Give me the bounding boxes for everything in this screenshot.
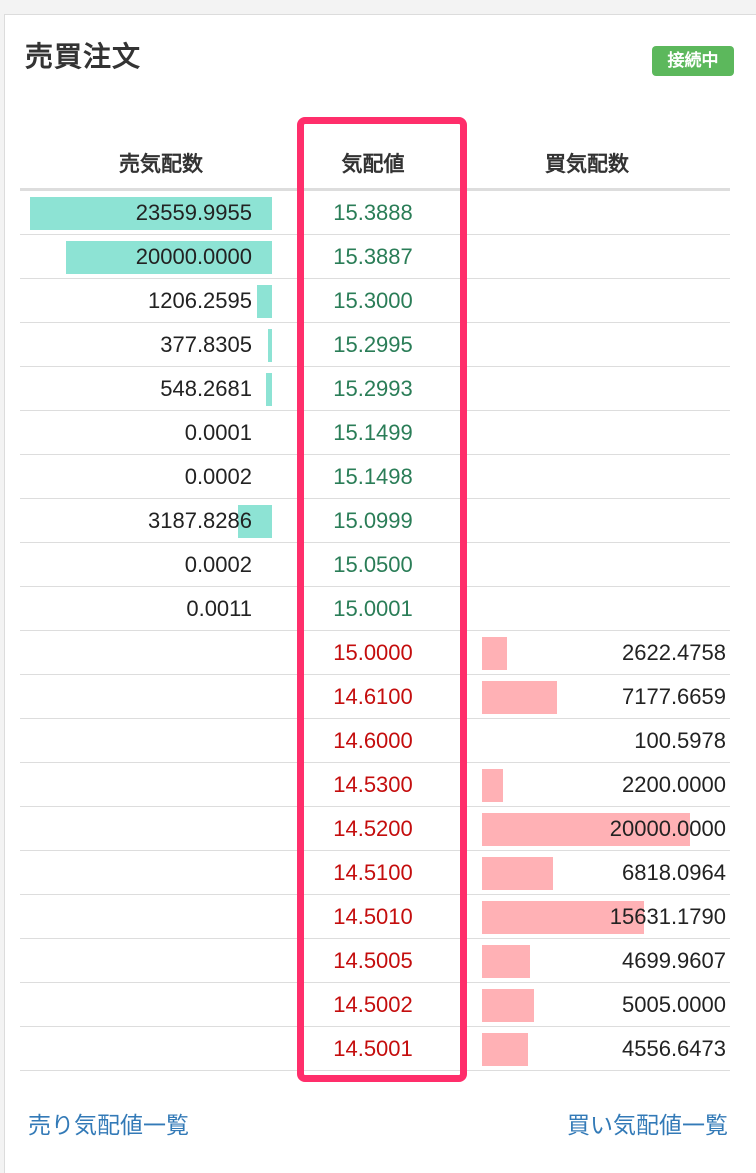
status-badge: 接続中 bbox=[652, 46, 734, 76]
buy-quantity: 2622.4758 bbox=[622, 640, 726, 665]
ask-price[interactable]: 15.3887 bbox=[333, 244, 413, 269]
buy-row: 15.0000 2622.4758 bbox=[20, 631, 730, 675]
buy-quantity: 5005.0000 bbox=[622, 992, 726, 1017]
sell-row: 1206.2595 15.3000 bbox=[20, 279, 730, 323]
ask-price[interactable]: 15.3888 bbox=[333, 200, 413, 225]
buy-quantity: 4699.9607 bbox=[622, 948, 726, 973]
buy-row: 14.5010 15631.1790 bbox=[20, 895, 730, 939]
buy-depth-bar bbox=[482, 945, 530, 978]
buy-row: 14.5200 20000.0000 bbox=[20, 807, 730, 851]
ask-price[interactable]: 15.1499 bbox=[333, 420, 413, 445]
buy-depth-bar bbox=[482, 681, 557, 714]
sell-quantity: 0.0002 bbox=[184, 552, 252, 577]
buy-row: 14.6100 7177.6659 bbox=[20, 675, 730, 719]
buy-depth-bar bbox=[482, 857, 553, 890]
ask-price[interactable]: 15.0999 bbox=[333, 508, 413, 533]
ask-price[interactable]: 15.0500 bbox=[333, 552, 413, 577]
sell-quantity: 548.2681 bbox=[160, 376, 252, 401]
sell-depth-bar bbox=[66, 241, 272, 274]
buy-quantity: 4556.6473 bbox=[622, 1036, 726, 1061]
buy-quantity: 100.5978 bbox=[634, 728, 726, 753]
buy-quantity: 15631.1790 bbox=[609, 904, 726, 929]
sell-depth-bar bbox=[266, 373, 272, 406]
sell-quantity: 3187.8286 bbox=[148, 508, 252, 533]
buy-depth-bar bbox=[482, 637, 507, 670]
buy-depth-bar bbox=[482, 901, 644, 934]
bid-price[interactable]: 15.0000 bbox=[333, 640, 413, 665]
bid-price[interactable]: 14.5200 bbox=[333, 816, 413, 841]
sell-quantity: 1206.2595 bbox=[148, 288, 252, 313]
sell-row: 23559.9955 15.3888 bbox=[20, 191, 730, 235]
buy-quantity: 2200.0000 bbox=[622, 772, 726, 797]
sell-depth-bar bbox=[257, 285, 272, 318]
buy-depth-bar bbox=[482, 989, 534, 1022]
buy-depth-bar bbox=[482, 813, 690, 846]
sell-row: 3187.8286 15.0999 bbox=[20, 499, 730, 543]
bid-price[interactable]: 14.5001 bbox=[333, 1036, 413, 1061]
sell-quantity: 377.8305 bbox=[160, 332, 252, 357]
buy-quantity: 7177.6659 bbox=[622, 684, 726, 709]
ask-price[interactable]: 15.2993 bbox=[333, 376, 413, 401]
sell-depth-bar bbox=[30, 197, 272, 230]
bid-price[interactable]: 14.5010 bbox=[333, 904, 413, 929]
sell-depth-bar bbox=[268, 329, 272, 362]
ask-price[interactable]: 15.2995 bbox=[333, 332, 413, 357]
sell-row: 0.0002 15.0500 bbox=[20, 543, 730, 587]
header-price: 気配値 bbox=[341, 152, 405, 176]
sell-row: 548.2681 15.2993 bbox=[20, 367, 730, 411]
ask-price[interactable]: 15.1498 bbox=[333, 464, 413, 489]
sell-quantity: 0.0011 bbox=[186, 596, 252, 621]
buy-row: 14.5005 4699.9607 bbox=[20, 939, 730, 983]
order-book-table: 売気配数 気配値 買気配数 23559.9955 15.3888 20000.000… bbox=[20, 140, 730, 1071]
sell-quantity: 0.0002 bbox=[184, 464, 252, 489]
sell-quantity: 20000.0000 bbox=[135, 244, 252, 269]
header-sell-qty: 売気配数 bbox=[119, 152, 203, 176]
buy-quantity: 6818.0964 bbox=[622, 860, 726, 885]
ask-price[interactable]: 15.0001 bbox=[333, 596, 413, 621]
bid-price[interactable]: 14.6100 bbox=[333, 684, 413, 709]
sell-quantity: 0.0001 bbox=[184, 420, 252, 445]
ask-price[interactable]: 15.3000 bbox=[333, 288, 413, 313]
bid-price[interactable]: 14.5100 bbox=[333, 860, 413, 885]
bid-price[interactable]: 14.6000 bbox=[333, 728, 413, 753]
buy-depth-bar bbox=[482, 769, 503, 802]
bid-price[interactable]: 14.5300 bbox=[333, 772, 413, 797]
sell-row: 0.0001 15.1499 bbox=[20, 411, 730, 455]
table-header: 売気配数 気配値 買気配数 bbox=[20, 140, 730, 191]
bid-price[interactable]: 14.5005 bbox=[333, 948, 413, 973]
buy-row: 14.5002 5005.0000 bbox=[20, 983, 730, 1027]
buy-quotes-list-link[interactable]: 買い気配値一覧 bbox=[567, 1113, 728, 1139]
buy-row: 14.5001 4556.6473 bbox=[20, 1027, 730, 1071]
sell-row: 20000.0000 15.3887 bbox=[20, 235, 730, 279]
buy-row: 14.6000 100.5978 bbox=[20, 719, 730, 763]
sell-depth-bar bbox=[238, 505, 272, 538]
buy-depth-bar bbox=[482, 1033, 528, 1066]
buy-quantity: 20000.0000 bbox=[609, 816, 726, 841]
sell-row: 377.8305 15.2995 bbox=[20, 323, 730, 367]
sell-quantity: 23559.9955 bbox=[135, 200, 252, 225]
panel-title: 売買注文 bbox=[25, 40, 142, 73]
sell-row: 0.0002 15.1498 bbox=[20, 455, 730, 499]
sell-row: 0.0011 15.0001 bbox=[20, 587, 730, 631]
buy-row: 14.5300 2200.0000 bbox=[20, 763, 730, 807]
bid-price[interactable]: 14.5002 bbox=[333, 992, 413, 1017]
header-buy-qty: 買気配数 bbox=[545, 152, 629, 176]
table-body: 23559.9955 15.3888 20000.0000 15.3887 1206.2… bbox=[20, 191, 730, 1071]
sell-quotes-list-link[interactable]: 売り気配値一覧 bbox=[28, 1113, 189, 1139]
buy-row: 14.5100 6818.0964 bbox=[20, 851, 730, 895]
